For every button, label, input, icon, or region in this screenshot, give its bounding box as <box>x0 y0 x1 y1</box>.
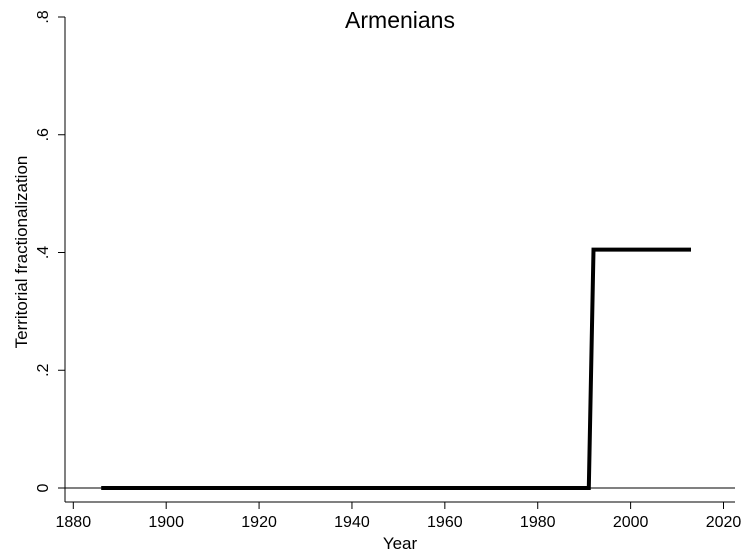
x-ticks: 1880 1900 1920 1940 1960 1980 2000 2020 <box>56 502 742 531</box>
x-tick-label: 1900 <box>148 514 184 531</box>
series-line <box>101 247 691 490</box>
series-layer <box>101 247 691 490</box>
x-axis-title: Year <box>383 534 418 552</box>
y-tick-label: 0 <box>35 483 52 492</box>
chart-title: Armenians <box>345 7 455 33</box>
x-tick-label: 1920 <box>241 514 277 531</box>
x-tick-label: 1880 <box>56 514 92 531</box>
y-tick-label: .2 <box>35 363 52 376</box>
x-tick-label: 1980 <box>520 514 556 531</box>
x-tick-label: 1960 <box>427 514 463 531</box>
y-tick-label: .4 <box>35 246 52 259</box>
y-axis-title: Territorial fractionalization <box>12 156 31 349</box>
y-tick-label: .6 <box>35 128 52 141</box>
y-tick-label: .8 <box>35 10 52 23</box>
x-tick-label: 2020 <box>706 514 742 531</box>
x-tick-label: 1940 <box>334 514 370 531</box>
y-ticks: 0 .2 .4 .6 .8 <box>35 10 65 492</box>
x-tick-label: 2000 <box>613 514 649 531</box>
